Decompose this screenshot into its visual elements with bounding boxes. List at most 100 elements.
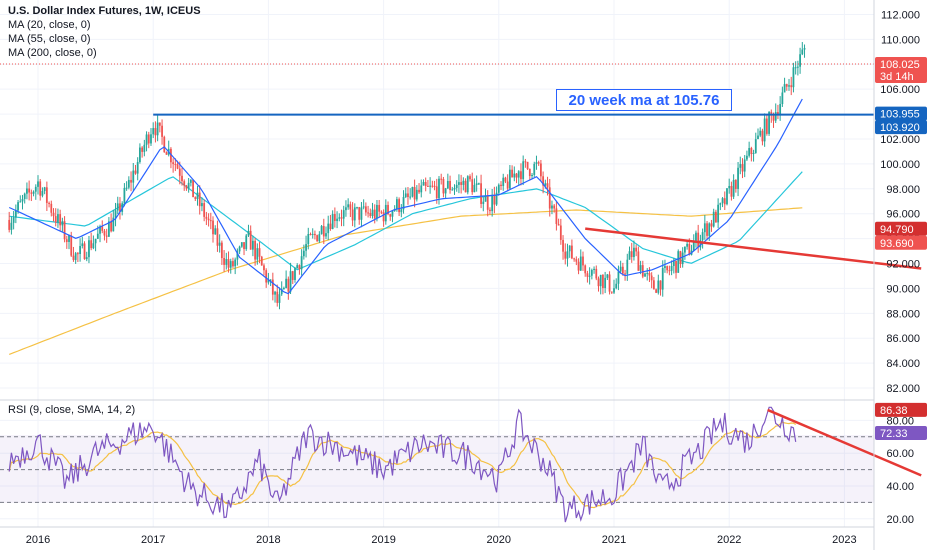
candle-body (309, 234, 312, 236)
candle-body (37, 181, 39, 187)
candle-body (278, 294, 281, 303)
grid-lines (0, 0, 874, 527)
candle-body (205, 216, 208, 219)
candle-body (81, 243, 84, 247)
rsi-a-badge (875, 402, 927, 417)
candle-body (732, 179, 735, 197)
candle-body (438, 178, 440, 199)
candle-body (367, 212, 369, 214)
rsi-line (8, 406, 797, 523)
candle-body (610, 291, 613, 293)
candle-body (329, 223, 332, 230)
candle-body (743, 159, 746, 172)
candle-body (318, 234, 321, 242)
ma20-legend[interactable]: MA (20, close, 0) (8, 19, 91, 31)
candle-body (435, 186, 438, 199)
candle-body (356, 207, 358, 209)
candle-body (141, 147, 144, 152)
candle-body (564, 251, 567, 259)
candle-body (446, 180, 449, 189)
time-tick-label: 2019 (371, 534, 395, 546)
candle-body (664, 266, 666, 269)
candle-body (105, 235, 108, 237)
candle-body (668, 270, 671, 272)
candle-body (801, 49, 804, 55)
candle-body (283, 287, 285, 289)
candle-body (413, 187, 416, 200)
rsi-b-badge-text: 72.33 (880, 428, 908, 440)
candle-body (147, 134, 150, 144)
candle-body (796, 66, 799, 68)
candles (8, 42, 806, 310)
candle-body (584, 265, 587, 274)
candle-body (209, 220, 212, 222)
candle-body (508, 169, 511, 189)
candle-body (256, 248, 259, 260)
candle-body (770, 111, 773, 115)
candle-body (701, 232, 704, 241)
candle-body (333, 214, 336, 222)
price-tick-label: 90.000 (886, 283, 920, 295)
candle-body (630, 251, 633, 258)
candle-body (207, 218, 210, 221)
candle-body (345, 207, 347, 211)
candle-body (739, 164, 742, 168)
candle-body (336, 218, 338, 222)
candle-body (360, 207, 363, 220)
symbol-title[interactable]: U.S. Dollar Index Futures, 1W, ICEUS (8, 5, 201, 17)
candle-body (349, 204, 352, 210)
rsi-ma-curve (8, 421, 797, 509)
rsi-legend[interactable]: RSI (9, close, SMA, 14, 2) (8, 404, 136, 416)
candle-body (420, 185, 423, 193)
candle-body (391, 210, 394, 217)
candle-body (672, 260, 675, 267)
candle-body (477, 183, 480, 185)
candle-body (513, 173, 516, 178)
candle-body (524, 161, 527, 163)
candle-body (172, 162, 175, 165)
ma55-legend[interactable]: MA (55, close, 0) (8, 33, 91, 45)
candle-body (302, 250, 305, 257)
candle-body (280, 288, 283, 295)
price-tick-label: 102.000 (880, 134, 920, 146)
candle-body (746, 155, 748, 160)
candle-body (358, 207, 361, 220)
candle-body (666, 266, 669, 271)
ma-annotation[interactable]: 20 week ma at 105.76 (556, 89, 732, 111)
candle-body (582, 256, 584, 266)
candle-body (517, 171, 520, 178)
candle-body (170, 148, 172, 163)
candle-body (389, 214, 392, 217)
candle-body (418, 189, 420, 193)
ma200-line (8, 207, 803, 355)
ma55-line (9, 171, 803, 271)
candle-body (23, 193, 26, 200)
ma200-legend[interactable]: MA (200, close, 0) (8, 47, 97, 59)
candle-body (294, 268, 296, 280)
candle-body (750, 148, 753, 155)
candle-body (531, 174, 533, 176)
candle-body (475, 183, 478, 185)
candle-body (145, 134, 148, 145)
candle-body (573, 258, 576, 260)
candle-body (526, 161, 529, 169)
candle-body (703, 223, 706, 233)
candle-body (697, 232, 700, 248)
candle-body (590, 269, 593, 276)
candle-body (608, 274, 611, 292)
candle-body (482, 201, 485, 204)
candle-body (96, 233, 99, 239)
rsi-ma-line (8, 421, 797, 509)
candle-body (491, 194, 494, 212)
candle-body (154, 128, 157, 136)
candle-body (557, 223, 560, 226)
time-axis: 2016 2017 2018 2019 2020 2021 2022 2023 (26, 534, 857, 546)
candle-body (551, 205, 553, 209)
candle-body (94, 238, 97, 244)
candle-body (752, 152, 755, 155)
candle-body (88, 240, 90, 258)
candle-body (287, 278, 290, 292)
candle-body (156, 122, 159, 136)
